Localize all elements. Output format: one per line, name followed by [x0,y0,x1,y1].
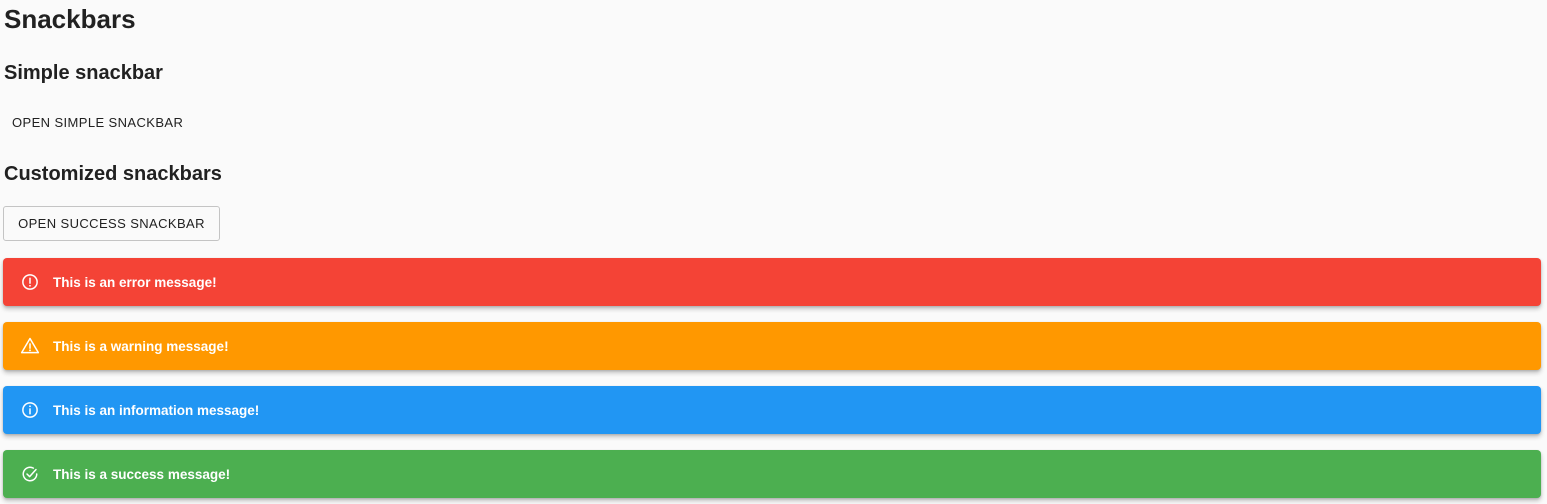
open-simple-snackbar-button[interactable]: OPEN SIMPLE SNACKBAR [4,106,191,138]
snackbar-message: This is a success message! [53,466,231,482]
customized-snackbars-heading: Customized snackbars [4,163,222,185]
error-outline-icon [20,272,40,292]
info-outline-icon [20,400,40,420]
warning-outline-icon [20,336,40,356]
page-title: Snackbars [4,4,136,34]
snackbar-message: This is an information message! [53,402,260,418]
simple-snackbar-heading: Simple snackbar [4,62,163,84]
open-success-snackbar-button[interactable]: OPEN SUCCESS SNACKBAR [3,206,220,241]
info-snackbar: This is an information message! [3,386,1541,434]
error-snackbar: This is an error message! [3,258,1541,306]
check-circle-outline-icon [20,464,40,484]
snackbar-message: This is a warning message! [53,338,229,354]
snackbar-message: This is an error message! [53,274,217,290]
success-snackbar: This is a success message! [3,450,1541,498]
warning-snackbar: This is a warning message! [3,322,1541,370]
